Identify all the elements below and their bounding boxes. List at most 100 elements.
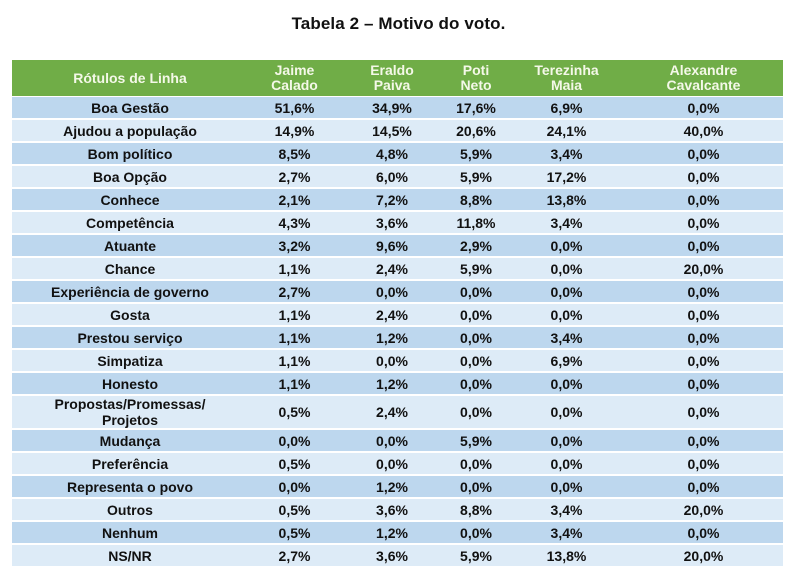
- table-row: Chance 1,1% 2,4% 5,9% 0,0% 20,0%: [12, 256, 783, 280]
- value-cell: 0,0%: [624, 451, 783, 475]
- header-candidate-poti-neto: Poti Neto: [443, 60, 509, 97]
- row-label: Atuante: [12, 233, 248, 257]
- value-cell: 9,6%: [341, 233, 443, 257]
- value-cell: 2,9%: [443, 233, 509, 257]
- value-cell: 0,0%: [443, 348, 509, 372]
- value-cell: 0,0%: [624, 96, 783, 119]
- value-cell: 0,0%: [624, 210, 783, 234]
- value-cell: 0,0%: [509, 428, 624, 452]
- value-cell: 6,0%: [341, 164, 443, 188]
- value-cell: 0,0%: [443, 474, 509, 498]
- table-row: Nenhum 0,5% 1,2% 0,0% 3,4% 0,0%: [12, 520, 783, 544]
- value-cell: 3,4%: [509, 325, 624, 349]
- header-candidate-terezinha-maia: Terezinha Maia: [509, 60, 624, 97]
- value-cell: 0,0%: [624, 187, 783, 211]
- header-line: Paiva: [373, 77, 411, 93]
- value-cell: 0,0%: [509, 233, 624, 257]
- value-cell: 0,0%: [509, 474, 624, 498]
- table-row: Atuante 3,2% 9,6% 2,9% 0,0% 0,0%: [12, 233, 783, 257]
- row-label: Experiência de governo: [12, 279, 248, 303]
- value-cell: 0,0%: [624, 325, 783, 349]
- value-cell: 13,8%: [509, 543, 624, 566]
- row-label: Boa Opção: [12, 164, 248, 188]
- value-cell: 0,5%: [248, 394, 341, 429]
- value-cell: 20,6%: [443, 118, 509, 142]
- table-body: Boa Gestão 51,6% 34,9% 17,6% 6,9% 0,0% Ajudou …: [12, 96, 783, 566]
- value-cell: 1,1%: [248, 371, 341, 395]
- value-cell: 0,0%: [624, 394, 783, 429]
- row-label: Bom político: [12, 141, 248, 165]
- value-cell: 8,8%: [443, 187, 509, 211]
- vote-reason-table: Rótulos de Linha Jaime Calado Eraldo Pai…: [12, 60, 783, 566]
- value-cell: 1,1%: [248, 302, 341, 326]
- value-cell: 0,0%: [341, 451, 443, 475]
- value-cell: 17,2%: [509, 164, 624, 188]
- value-cell: 0,0%: [341, 428, 443, 452]
- value-cell: 5,9%: [443, 164, 509, 188]
- table-row: NS/NR 2,7% 3,6% 5,9% 13,8% 20,0%: [12, 543, 783, 566]
- value-cell: 0,0%: [624, 428, 783, 452]
- value-cell: 1,1%: [248, 348, 341, 372]
- row-label: Conhece: [12, 187, 248, 211]
- value-cell: 0,0%: [624, 164, 783, 188]
- value-cell: 0,0%: [624, 474, 783, 498]
- row-label: Ajudou a população: [12, 118, 248, 142]
- value-cell: 0,0%: [443, 302, 509, 326]
- value-cell: 3,6%: [341, 543, 443, 566]
- value-cell: 5,9%: [443, 428, 509, 452]
- value-cell: 0,0%: [509, 279, 624, 303]
- row-label: Competência: [12, 210, 248, 234]
- value-cell: 8,5%: [248, 141, 341, 165]
- value-cell: 5,9%: [443, 543, 509, 566]
- value-cell: 0,0%: [509, 256, 624, 280]
- header-row-label: Rótulos de Linha: [12, 60, 248, 97]
- value-cell: 0,0%: [509, 302, 624, 326]
- value-cell: 5,9%: [443, 141, 509, 165]
- value-cell: 11,8%: [443, 210, 509, 234]
- header-candidate-eraldo-paiva: Eraldo Paiva: [341, 60, 443, 97]
- value-cell: 2,1%: [248, 187, 341, 211]
- value-cell: 24,1%: [509, 118, 624, 142]
- value-cell: 0,0%: [624, 371, 783, 395]
- table-row: Gosta 1,1% 2,4% 0,0% 0,0% 0,0%: [12, 302, 783, 326]
- row-label: NS/NR: [12, 543, 248, 566]
- value-cell: 20,0%: [624, 256, 783, 280]
- value-cell: 4,3%: [248, 210, 341, 234]
- table-row: Experiência de governo 2,7% 0,0% 0,0% 0,0% 0,…: [12, 279, 783, 303]
- value-cell: 0,0%: [624, 279, 783, 303]
- value-cell: 2,7%: [248, 164, 341, 188]
- value-cell: 3,2%: [248, 233, 341, 257]
- value-cell: 0,0%: [624, 520, 783, 544]
- value-cell: 0,0%: [624, 141, 783, 165]
- value-cell: 3,6%: [341, 497, 443, 521]
- table-title: Tabela 2 – Motivo do voto.: [291, 14, 506, 33]
- table-row: Propostas/Promessas/Projetos 0,5% 2,4% 0,0%…: [12, 394, 783, 429]
- value-cell: 0,5%: [248, 520, 341, 544]
- value-cell: 2,4%: [341, 256, 443, 280]
- value-cell: 1,1%: [248, 325, 341, 349]
- table-row: Prestou serviço 1,1% 1,2% 0,0% 3,4% 0,0%: [12, 325, 783, 349]
- value-cell: 4,8%: [341, 141, 443, 165]
- value-cell: 17,6%: [443, 96, 509, 119]
- value-cell: 13,8%: [509, 187, 624, 211]
- value-cell: 0,0%: [248, 428, 341, 452]
- row-label: Prestou serviço: [12, 325, 248, 349]
- value-cell: 14,9%: [248, 118, 341, 142]
- value-cell: 0,0%: [443, 279, 509, 303]
- row-label-line: Projetos: [101, 412, 158, 428]
- value-cell: 0,0%: [341, 279, 443, 303]
- table-row: Simpatiza 1,1% 0,0% 0,0% 6,9% 0,0%: [12, 348, 783, 372]
- header-line: Neto: [460, 77, 492, 93]
- header-line: Terezinha: [534, 62, 599, 78]
- value-cell: 3,6%: [341, 210, 443, 234]
- value-cell: 1,2%: [341, 371, 443, 395]
- header-line: Eraldo: [370, 62, 414, 78]
- value-cell: 0,0%: [624, 233, 783, 257]
- table-row: Boa Gestão 51,6% 34,9% 17,6% 6,9% 0,0%: [12, 96, 783, 119]
- header-line: Poti: [462, 62, 490, 78]
- value-cell: 0,0%: [443, 451, 509, 475]
- row-label-line: Propostas/Promessas/: [54, 396, 206, 412]
- value-cell: 51,6%: [248, 96, 341, 119]
- row-label: Representa o povo: [12, 474, 248, 498]
- value-cell: 2,7%: [248, 543, 341, 566]
